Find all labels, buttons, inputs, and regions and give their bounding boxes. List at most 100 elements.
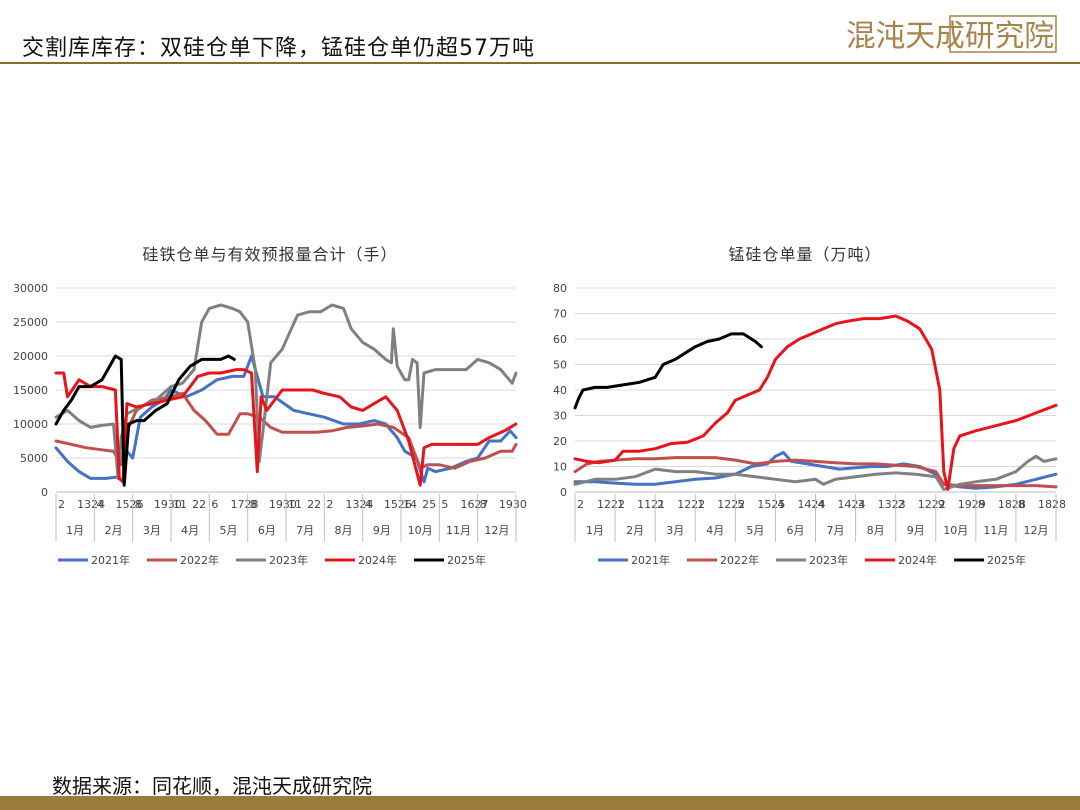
series-line-2025年 (573, 332, 763, 410)
x-day-tick-label: 1 (697, 498, 704, 511)
legend-entry: 2022年 (180, 553, 219, 567)
x-month-label: 2月 (626, 524, 644, 537)
y-tick-label: 70 (553, 308, 567, 321)
x-day-tick-label: 5 (737, 498, 744, 511)
legend-entry: 2025年 (447, 553, 486, 567)
x-day-tick-label: 1525 (757, 498, 785, 511)
legend-entry: 2022年 (720, 553, 759, 567)
page-title: 交割库库存：双硅仓单下降，锰硅仓单仍超57万吨 (22, 36, 535, 61)
x-month-label: 5月 (220, 524, 238, 537)
x-day-tick-label: 1323 (878, 498, 906, 511)
y-tick-label: 40 (553, 384, 567, 397)
y-tick-label: 50 (553, 359, 567, 372)
x-day-tick-label: 1222 (918, 498, 946, 511)
x-month-label: 7月 (296, 524, 314, 537)
x-day-tick-label: 4 (96, 498, 103, 511)
x-day-tick-label: 1424 (838, 498, 866, 511)
x-month-label: 9月 (373, 524, 391, 537)
series-line-2025年 (54, 354, 236, 487)
x-month-label: 7月 (827, 524, 845, 537)
y-tick-label: 5000 (20, 452, 48, 465)
x-day-tick-label: 8 (978, 498, 985, 511)
x-day-tick-label: 1930 (499, 498, 527, 511)
x-month-label: 9月 (907, 524, 925, 537)
x-day-tick-label: 2 (58, 498, 65, 511)
x-day-tick-label: 1121 (637, 498, 665, 511)
y-tick-label: 0 (41, 486, 48, 499)
x-day-tick-label: 4 (818, 498, 825, 511)
x-day-tick-label: 6 (211, 498, 218, 511)
x-day-tick-label: 9 (938, 498, 945, 511)
x-day-tick-label: 1930 (269, 498, 297, 511)
x-month-label: 6月 (258, 524, 276, 537)
y-tick-label: 15000 (13, 384, 48, 397)
series-line-2021年 (573, 451, 1058, 490)
series-lines (54, 303, 518, 487)
x-day-tick-label: 1222 (677, 498, 705, 511)
x-day-tick-label: 22 (307, 498, 321, 511)
x-month-label: 12月 (484, 524, 509, 537)
series-line-2023年 (54, 303, 518, 480)
y-tick-label: 80 (553, 282, 567, 295)
series-line-2024年 (573, 314, 1058, 491)
legend-entry: 2024年 (898, 553, 937, 567)
x-day-tick-label: 11 (173, 498, 187, 511)
brand-logo-text: 混沌天成研究院 (846, 19, 1054, 54)
legend: 2021年 2022年 2023年 2024年 2025年 (58, 553, 486, 567)
x-day-tick-label: 4 (365, 498, 372, 511)
legend-entry: 2021年 (91, 553, 130, 567)
x-day-tick-label: 2 (326, 498, 333, 511)
x-month-label: 8月 (335, 524, 353, 537)
x-day-tick-label: 25 (422, 498, 436, 511)
x-day-tick-label: 4 (777, 498, 784, 511)
y-tick-label: 30000 (13, 282, 48, 295)
chart-title: 硅铁仓单与有效预报量合计（手） (142, 245, 397, 264)
x-month-label: 11月 (983, 524, 1008, 537)
y-tick-label: 60 (553, 333, 567, 346)
x-day-tick-label: 1222 (717, 498, 745, 511)
y-tick-label: 20000 (13, 350, 48, 363)
legend-entry: 2023年 (809, 553, 848, 567)
header-divider (0, 62, 1080, 64)
x-day-tick-label: 14 (403, 498, 417, 511)
x-day-tick-label: 1828 (1038, 498, 1066, 511)
legend-entry: 2025年 (987, 553, 1026, 567)
x-month-label: 5月 (746, 524, 764, 537)
x-month-label: 6月 (786, 524, 804, 537)
x-day-tick-label: 1526 (116, 498, 144, 511)
x-day-tick-label: 5 (441, 498, 448, 511)
x-month-label: 2月 (105, 524, 123, 537)
x-month-label: 3月 (666, 524, 684, 537)
brand-logo: 混沌天成研究院 (846, 15, 1057, 54)
x-day-tick-label: 1930 (154, 498, 182, 511)
x-day-tick-label: 8 (250, 498, 257, 511)
y-tick-label: 20 (553, 435, 567, 448)
x-month-label: 10月 (943, 524, 968, 537)
legend: 2021年 2022年 2023年 2024年 2025年 (598, 553, 1026, 567)
x-day-tick-label: 2 (577, 498, 584, 511)
x-month-label: 3月 (143, 524, 161, 537)
y-tick-label: 30 (553, 410, 567, 423)
x-day-tick-label: 1627 (461, 498, 489, 511)
x-month-label: 1月 (66, 524, 84, 537)
x-day-tick-label: 11 (288, 498, 302, 511)
x-day-tick-label: 8 (480, 498, 487, 511)
grid-lines (575, 287, 1056, 467)
x-month-label: 8月 (867, 524, 885, 537)
legend-entry: 2021年 (631, 553, 670, 567)
x-day-tick-label: 1324 (346, 498, 374, 511)
series-line-2023年 (573, 454, 1058, 491)
x-day-tick-label: 1929 (958, 498, 986, 511)
x-day-tick-label: 1222 (597, 498, 625, 511)
x-month-label: 4月 (706, 524, 724, 537)
series-lines (573, 314, 1058, 491)
x-month-label: 1月 (586, 524, 604, 537)
data-source-note: 数据来源：同花顺，混沌天成研究院 (52, 774, 372, 798)
chart-title: 锰硅仓单量（万吨） (728, 245, 881, 264)
x-day-tick-label: 2 (898, 498, 905, 511)
x-month-label: 12月 (1023, 524, 1048, 537)
x-month-label: 11月 (446, 524, 471, 537)
x-day-tick-label: 22 (192, 498, 206, 511)
